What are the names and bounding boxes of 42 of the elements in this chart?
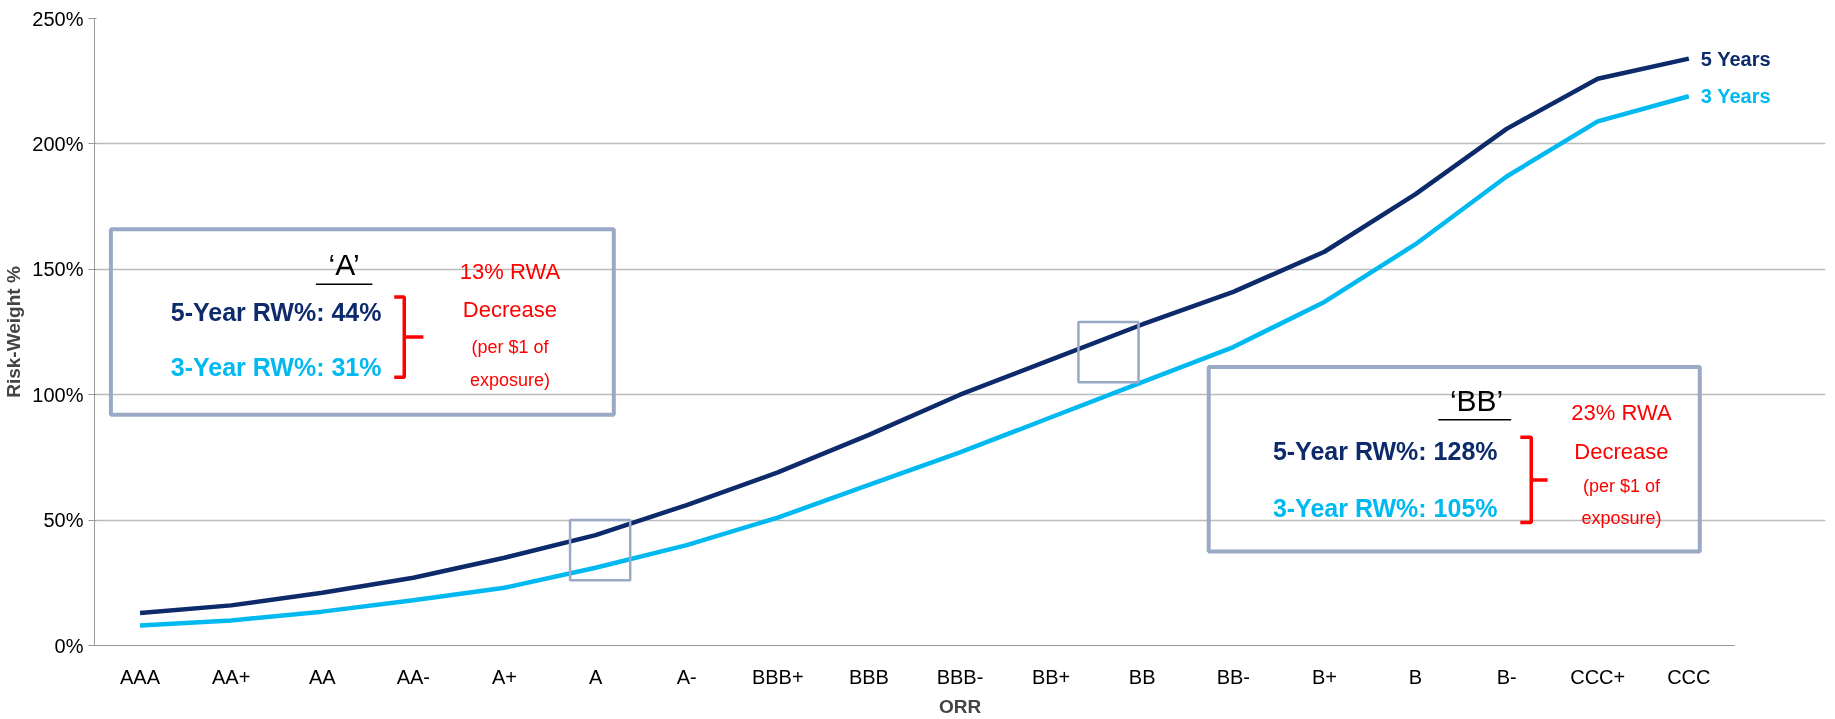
x-axis-title: ORR bbox=[938, 695, 982, 717]
x-tick-label: AA- bbox=[396, 665, 431, 688]
x-tick-label: CCC bbox=[1667, 665, 1711, 688]
annotation: 23% RWA bbox=[1571, 399, 1672, 425]
x-tick-label: BBB- bbox=[936, 665, 984, 688]
x-tick-label: BB bbox=[1128, 665, 1156, 688]
x-tick-label: BBB+ bbox=[751, 665, 804, 688]
annotation: Decrease bbox=[462, 296, 558, 322]
annotation: (per $1 of bbox=[1582, 476, 1661, 497]
x-tick-label: A+ bbox=[491, 665, 517, 688]
x-tick-label: AA bbox=[308, 665, 337, 688]
x-tick-label: A- bbox=[676, 665, 697, 688]
series-label: 3 Years bbox=[1700, 85, 1771, 108]
y-axis-title: Risk-Weight % bbox=[3, 266, 25, 398]
x-tick-label: B bbox=[1408, 665, 1423, 688]
annotation: 3-Year RW%: 31% bbox=[170, 353, 382, 382]
x-tick-label: CCC+ bbox=[1570, 665, 1626, 688]
x-tick-label: A bbox=[588, 665, 603, 688]
x-tick-label: B+ bbox=[1311, 665, 1337, 688]
series-label: 5 Years bbox=[1700, 47, 1771, 70]
annotation: 3-Year RW%: 105% bbox=[1272, 493, 1498, 522]
annotation: (per $1 of bbox=[471, 337, 550, 358]
y-tick-label: 200% bbox=[32, 132, 84, 155]
x-tick-label: B- bbox=[1496, 665, 1517, 688]
x-tick-label: BB+ bbox=[1031, 665, 1071, 688]
x-tick-label: AAA bbox=[120, 665, 161, 688]
annotation: Decrease bbox=[1574, 438, 1669, 464]
y-tick-label: 150% bbox=[32, 258, 84, 281]
y-tick-label: 0% bbox=[54, 634, 84, 657]
annotation: exposure) bbox=[1581, 507, 1662, 528]
annotation: 5-Year RW%: 44% bbox=[170, 297, 382, 326]
annotation: ‘A’ bbox=[328, 247, 360, 281]
annotation: 5-Year RW%: 128% bbox=[1272, 437, 1498, 466]
annotation: 13% RWA bbox=[459, 259, 561, 285]
annotation: exposure) bbox=[469, 369, 550, 390]
y-tick-label: 50% bbox=[43, 509, 84, 532]
y-tick-label: 100% bbox=[32, 383, 84, 406]
annotation: ‘BB’ bbox=[1449, 384, 1504, 418]
x-tick-label: AA+ bbox=[211, 665, 251, 688]
x-tick-label: BBB bbox=[848, 665, 889, 688]
x-tick-label: BB- bbox=[1216, 665, 1250, 688]
y-tick-label: 250% bbox=[32, 7, 84, 30]
